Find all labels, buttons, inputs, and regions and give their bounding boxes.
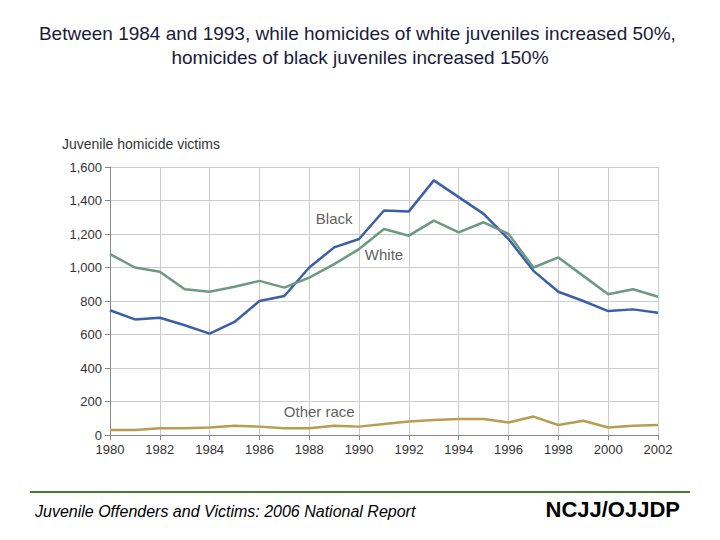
svg-text:200: 200 bbox=[80, 394, 102, 409]
svg-text:1998: 1998 bbox=[544, 442, 573, 457]
svg-text:0: 0 bbox=[95, 428, 102, 443]
svg-text:1982: 1982 bbox=[145, 442, 174, 457]
svg-text:600: 600 bbox=[80, 327, 102, 342]
svg-text:1980: 1980 bbox=[96, 442, 125, 457]
svg-text:1990: 1990 bbox=[345, 442, 374, 457]
svg-text:1,000: 1,000 bbox=[69, 260, 102, 275]
svg-text:2002: 2002 bbox=[644, 442, 673, 457]
svg-text:Between 1984 and 1993, while h: Between 1984 and 1993, while homicides o… bbox=[39, 23, 681, 44]
svg-text:1986: 1986 bbox=[245, 442, 274, 457]
svg-text:1,200: 1,200 bbox=[69, 227, 102, 242]
svg-text:400: 400 bbox=[80, 361, 102, 376]
svg-text:1992: 1992 bbox=[394, 442, 423, 457]
svg-text:1994: 1994 bbox=[444, 442, 473, 457]
svg-text:NCJJ/OJJDP: NCJJ/OJJDP bbox=[545, 497, 680, 522]
svg-text:White: White bbox=[365, 246, 403, 263]
svg-text:Other race: Other race bbox=[284, 403, 355, 420]
svg-text:1984: 1984 bbox=[195, 442, 224, 457]
svg-text:Juvenile Offenders and Victims: Juvenile Offenders and Victims: 2006 Nat… bbox=[34, 503, 416, 520]
svg-text:1,400: 1,400 bbox=[69, 193, 102, 208]
svg-text:1996: 1996 bbox=[494, 442, 523, 457]
svg-text:1,600: 1,600 bbox=[69, 160, 102, 175]
svg-text:800: 800 bbox=[80, 294, 102, 309]
svg-text:Black: Black bbox=[316, 210, 353, 227]
svg-text:Juvenile homicide victims: Juvenile homicide victims bbox=[62, 136, 220, 152]
svg-text:homicides of black juveniles i: homicides of black juveniles increased 1… bbox=[171, 47, 548, 68]
svg-text:2000: 2000 bbox=[594, 442, 623, 457]
svg-text:1988: 1988 bbox=[295, 442, 324, 457]
